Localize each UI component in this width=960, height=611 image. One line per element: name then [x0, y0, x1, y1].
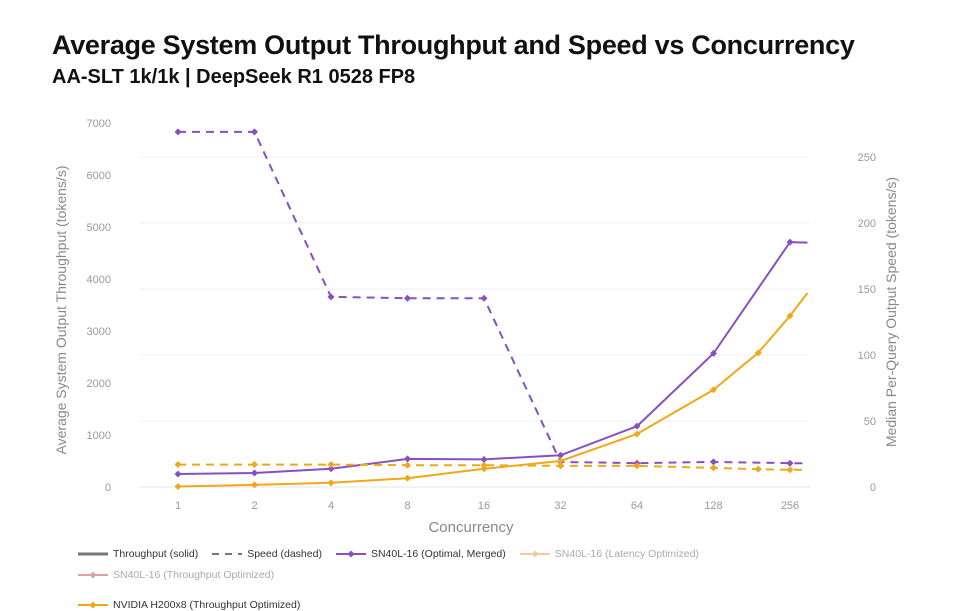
data-point-marker [633, 462, 641, 470]
y-left-tick-label: 4000 [87, 274, 111, 286]
x-tick-label: 4 [328, 500, 334, 512]
y-right-tick-label: 50 [864, 416, 876, 428]
data-point-marker [251, 469, 258, 477]
y-left-tick-label: 6000 [87, 170, 111, 182]
legend-swatch-icon [335, 550, 366, 558]
data-point-marker [786, 466, 794, 474]
legend-item[interactable]: SN40L-16 (Throughput Optimized) [78, 569, 274, 581]
legend-item[interactable]: Speed (dashed) [212, 548, 322, 560]
data-point-marker [633, 422, 641, 430]
y-right-tick-label: 100 [858, 350, 876, 362]
data-point-marker [480, 294, 488, 302]
data-point-marker [174, 470, 182, 478]
legend-swatch-icon [78, 571, 108, 579]
y-left-axis-label: Average System Output Throughput (tokens… [53, 166, 69, 455]
y-left-tick-label: 5000 [87, 222, 111, 234]
x-tick-label: 1 [175, 500, 181, 512]
x-tick-label: 16 [478, 500, 490, 512]
data-point-marker [786, 238, 794, 246]
data-point-marker [710, 349, 717, 357]
data-point-marker [633, 430, 641, 438]
legend-item[interactable]: Throughput (solid) [78, 548, 198, 560]
data-point-marker [754, 465, 762, 473]
data-point-marker [710, 464, 717, 472]
x-tick-label: 32 [554, 500, 566, 512]
data-point-marker [404, 455, 411, 463]
chart-title: Average System Output Throughput and Spe… [52, 30, 855, 60]
data-point-marker [251, 128, 258, 136]
y-right-tick-label: 250 [858, 152, 876, 164]
data-point-marker [786, 312, 794, 320]
data-point-marker [557, 457, 564, 465]
y-left-tick-label: 1000 [87, 430, 111, 442]
legend-label: Throughput (solid) [113, 548, 199, 560]
legend-item[interactable]: SN40L-16 (Latency Optimized) [519, 548, 699, 560]
legend-label: SN40L-16 (Latency Optimized) [554, 548, 699, 560]
data-point-marker [174, 482, 182, 490]
data-point-marker [174, 128, 182, 136]
legend-label: SN40L-16 (Optimal, Merged) [370, 548, 506, 560]
y-left-tick-label: 2000 [87, 378, 111, 390]
y-right-tick-label: 0 [870, 482, 876, 494]
x-tick-label: 256 [781, 500, 799, 512]
x-tick-label: 64 [631, 500, 643, 512]
legend-swatch-icon [78, 552, 108, 556]
y-left-tick-label: 3000 [87, 326, 111, 338]
data-point-marker [786, 459, 794, 467]
data-point-marker [557, 451, 564, 459]
data-point-marker [327, 465, 335, 473]
data-point-marker [557, 462, 564, 470]
legend-swatch-icon [212, 553, 243, 555]
legend-swatch-icon [78, 601, 108, 609]
data-point-marker [251, 481, 258, 489]
legend-item[interactable]: SN40L-16 (Optimal, Merged) [335, 548, 506, 560]
chart-subtitle: AA-SLT 1k/1k | DeepSeek R1 0528 FP8 [52, 66, 416, 88]
throughput-line [177, 241, 808, 475]
legend: Throughput (solid) Speed (dashed) SN40L-16… [78, 548, 918, 611]
speed-line [178, 130, 808, 465]
y-right-axis-label: Median Per-Query Output Speed (tokens/s) [883, 177, 899, 447]
x-axis-label: Concurrency [428, 519, 514, 536]
data-point-marker [480, 465, 488, 473]
y-left-tick-label: 7000 [87, 118, 111, 130]
data-point-marker [404, 461, 411, 469]
data-point-marker [404, 294, 411, 302]
data-point-marker [710, 458, 717, 466]
x-tick-label: 128 [704, 500, 722, 512]
data-point-marker [327, 293, 335, 301]
data-point-marker [251, 461, 258, 469]
x-tick-label: 2 [251, 500, 257, 512]
data-point-marker [327, 479, 335, 487]
legend-label: SN40L-16 (Throughput Optimized) [113, 569, 275, 581]
data-point-marker [480, 455, 488, 463]
data-point-marker [327, 461, 335, 469]
x-tick-label: 8 [404, 500, 410, 512]
legend-swatch-icon [519, 550, 550, 558]
data-point-marker [754, 349, 762, 357]
legend-label: Speed (dashed) [247, 548, 322, 560]
data-point-marker [174, 461, 182, 469]
y-right-tick-label: 150 [858, 284, 876, 296]
data-point-marker [404, 474, 411, 482]
y-right-tick-label: 200 [858, 218, 876, 230]
data-point-marker [710, 386, 717, 394]
data-point-marker [480, 461, 488, 469]
y-left-tick-label: 0 [105, 482, 111, 494]
